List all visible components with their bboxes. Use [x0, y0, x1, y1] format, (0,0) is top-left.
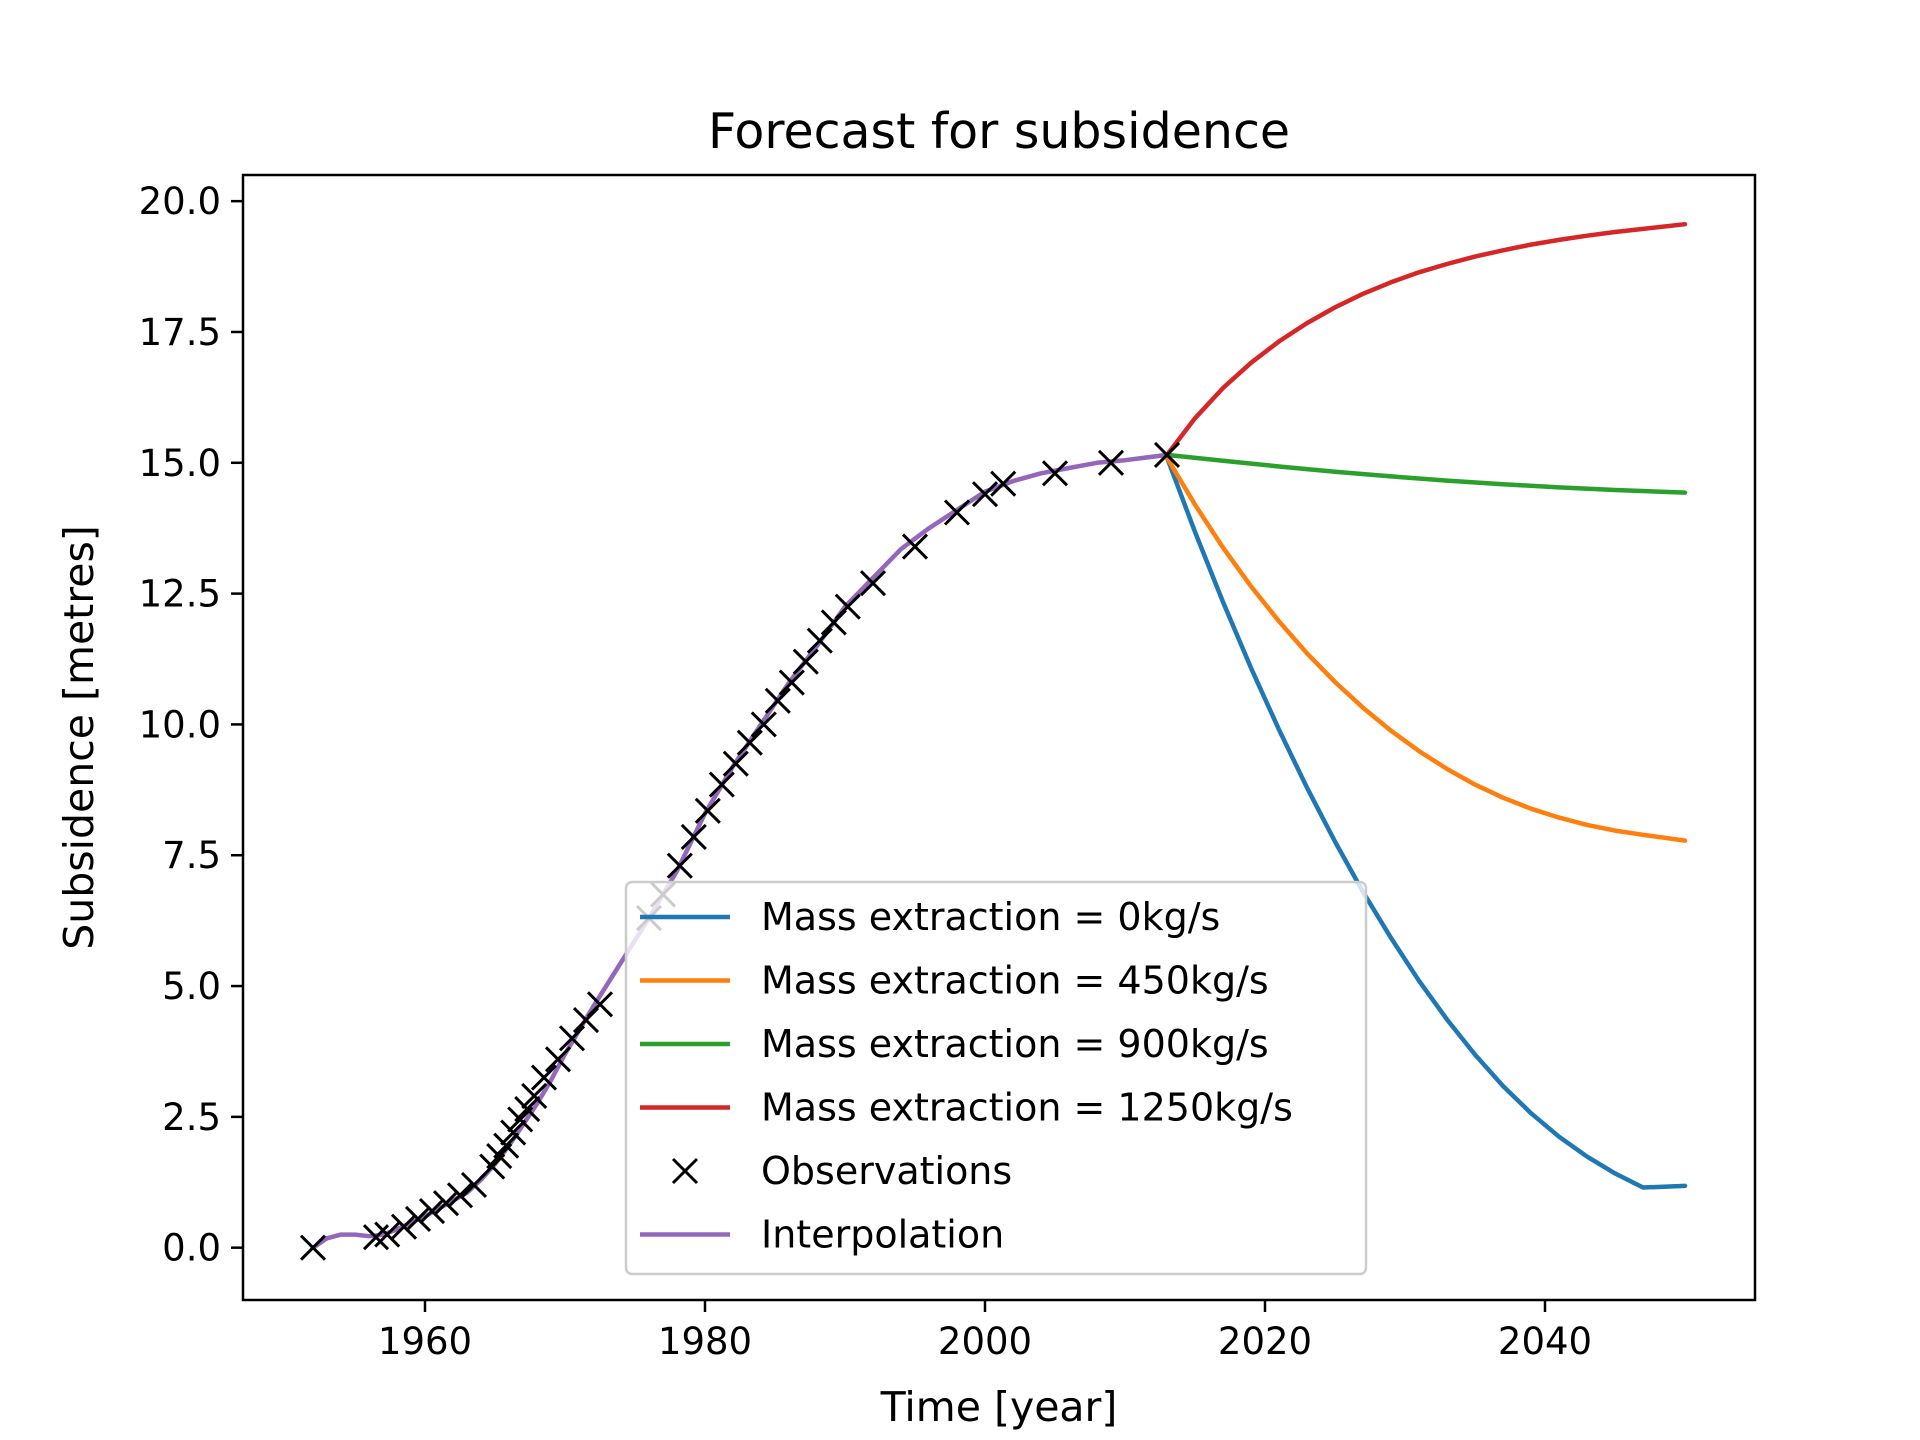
observation-point — [708, 771, 735, 798]
observation-point — [736, 729, 763, 756]
observation-point — [500, 1119, 527, 1146]
observation-point — [586, 991, 614, 1018]
y-tick-label: 10.0 — [139, 703, 221, 746]
x-tick-label: 2000 — [938, 1320, 1032, 1363]
observation-point — [764, 687, 791, 714]
y-tick-label: 0.0 — [162, 1227, 221, 1270]
legend-box — [624, 880, 1368, 1276]
x-tick-label: 2020 — [1218, 1320, 1312, 1363]
series-line-mass-extraction-0kg-s — [1164, 455, 1688, 1190]
observation-point — [404, 1205, 432, 1232]
observation-point — [514, 1095, 541, 1123]
legend-label: Mass extraction = 900kg/s — [761, 1022, 1269, 1066]
y-tick-label: 15.0 — [139, 442, 221, 485]
observation-point — [680, 823, 707, 850]
y-tick-label: 5.0 — [162, 965, 221, 1008]
observation-point — [901, 533, 929, 560]
observation-point — [778, 669, 805, 696]
y-tick-label: 2.5 — [162, 1096, 221, 1139]
observation-point — [971, 481, 999, 508]
plot-area — [299, 221, 1688, 1261]
y-tick-label: 17.5 — [139, 311, 221, 354]
y-tick-label: 7.5 — [162, 834, 221, 877]
observation-point — [1153, 441, 1181, 469]
legend-swatch — [671, 1157, 699, 1185]
observation-point — [990, 470, 1017, 497]
series-line-mass-extraction-450kg-s — [1164, 455, 1688, 843]
observation-point — [750, 711, 777, 738]
legend-label: Interpolation — [761, 1213, 1004, 1257]
x-axis-title: Time [year] — [880, 1383, 1118, 1431]
observation-point — [493, 1132, 520, 1159]
y-axis-title: Subsidence [metres] — [55, 525, 103, 950]
x-tick-label: 2040 — [1498, 1320, 1592, 1363]
observation-point — [694, 797, 721, 824]
legend-label: Observations — [761, 1149, 1012, 1193]
observation-point — [943, 499, 971, 526]
observation-point — [792, 648, 819, 675]
observation-point — [722, 750, 749, 777]
observation-point — [558, 1025, 586, 1052]
observation-point — [666, 852, 693, 879]
observation-point — [1097, 449, 1125, 476]
observation-point — [544, 1046, 572, 1073]
series-line-mass-extraction-900kg-s — [1164, 452, 1688, 495]
observation-point — [521, 1082, 548, 1109]
axes-frame — [241, 173, 1757, 1302]
x-tick-label: 1960 — [378, 1320, 472, 1363]
observation-point — [299, 1234, 327, 1261]
observation-point — [1041, 460, 1069, 487]
legend: Mass extraction = 0kg/s Mass extraction =… — [624, 880, 1368, 1276]
observation-point — [374, 1221, 401, 1248]
observation-point — [530, 1064, 558, 1091]
chart-title: Forecast for subsidence — [708, 103, 1290, 160]
observation-point — [362, 1224, 390, 1251]
legend-label: Mass extraction = 450kg/s — [761, 959, 1269, 1003]
observation-point — [834, 593, 861, 620]
legend-label: Mass extraction = 1250kg/s — [761, 1086, 1293, 1130]
observation-point — [418, 1197, 446, 1225]
series-line-mass-extraction-1250kg-s — [1164, 221, 1688, 458]
observation-point — [432, 1190, 460, 1217]
x-tick-label: 1980 — [658, 1320, 752, 1363]
observation-markers — [299, 441, 1181, 1261]
y-tick-label: 20.0 — [139, 180, 221, 223]
observation-point — [859, 570, 887, 597]
axes: 1960 1980 2000 2020 2040 0.0 2.5 5.0 7.5 10.0 12.5… — [139, 173, 1757, 1363]
observation-point — [446, 1182, 474, 1209]
observation-point — [806, 627, 833, 654]
legend-label: Mass extraction = 0kg/s — [761, 895, 1220, 939]
observation-point — [390, 1213, 418, 1240]
y-tick-label: 12.5 — [139, 573, 221, 616]
